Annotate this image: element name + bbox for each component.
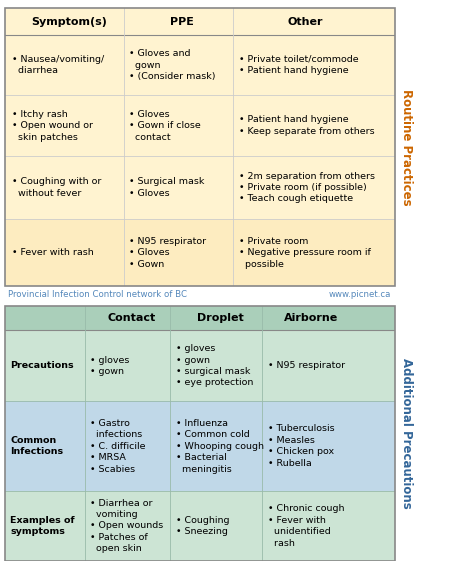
Text: Provincial Infection Control network of BC: Provincial Infection Control network of … (9, 290, 188, 299)
Text: • Nausea/vomiting/
  diarrhea: • Nausea/vomiting/ diarrhea (12, 55, 104, 75)
Bar (5, 402, 395, 491)
Bar (5, 491, 395, 561)
Text: • Private toilet/commode
• Patient hand hygiene: • Private toilet/commode • Patient hand … (239, 55, 358, 75)
Text: • Gloves
• Gown if close
  contact: • Gloves • Gown if close contact (129, 109, 201, 141)
Text: • gloves
• gown: • gloves • gown (90, 356, 130, 376)
Text: • Fever with rash: • Fever with rash (12, 248, 94, 257)
Text: Precautions: Precautions (10, 361, 74, 370)
Text: www.picnet.ca: www.picnet.ca (329, 290, 391, 299)
Text: • Gloves and
  gown
• (Consider mask): • Gloves and gown • (Consider mask) (129, 49, 216, 81)
Text: Airborne: Airborne (284, 313, 338, 323)
Text: • Private room
• Negative pressure room if
  possible: • Private room • Negative pressure room … (239, 237, 370, 269)
Bar (5, 330, 395, 402)
Text: • Coughing
• Sneezing: • Coughing • Sneezing (176, 516, 230, 536)
Bar (5, 219, 395, 286)
Text: • Patient hand hygiene
• Keep separate from others: • Patient hand hygiene • Keep separate f… (239, 116, 375, 136)
Text: • 2m separation from others
• Private room (if possible)
• Teach cough etiquette: • 2m separation from others • Private ro… (239, 172, 375, 204)
Text: • Tuberculosis
• Measles
• Chicken pox
• Rubella: • Tuberculosis • Measles • Chicken pox •… (268, 425, 335, 468)
Text: Examples of
symptoms: Examples of symptoms (10, 516, 75, 536)
Text: Contact: Contact (107, 313, 156, 323)
Text: • Chronic cough
• Fever with
  unidentified
  rash: • Chronic cough • Fever with unidentifie… (268, 504, 345, 548)
Text: Routine Practices: Routine Practices (400, 89, 413, 205)
Text: PPE: PPE (170, 17, 194, 26)
Text: • Diarrhea or
  vomiting
• Open wounds
• Patches of
  open skin: • Diarrhea or vomiting • Open wounds • P… (90, 499, 164, 553)
Text: • Itchy rash
• Open wound or
  skin patches: • Itchy rash • Open wound or skin patche… (12, 109, 94, 141)
Text: Droplet: Droplet (197, 313, 244, 323)
Text: Additional Precautions: Additional Precautions (400, 358, 413, 509)
Text: • Coughing with or
  without fever: • Coughing with or without fever (12, 177, 102, 198)
Text: • Influenza
• Common cold
• Whooping cough
• Bacterial
  meningitis: • Influenza • Common cold • Whooping cou… (176, 419, 264, 473)
Text: Other: Other (287, 17, 323, 26)
Text: • N95 respirator: • N95 respirator (268, 361, 345, 370)
Text: • N95 respirator
• Gloves
• Gown: • N95 respirator • Gloves • Gown (129, 237, 207, 269)
Text: • Gastro
  infections
• C. difficile
• MRSA
• Scabies: • Gastro infections • C. difficile • MRS… (90, 419, 146, 473)
Bar (5, 306, 395, 330)
Text: Common
Infections: Common Infections (10, 436, 64, 456)
Text: • Surgical mask
• Gloves: • Surgical mask • Gloves (129, 177, 205, 198)
Text: Symptom(s): Symptom(s) (31, 17, 107, 26)
Text: • gloves
• gown
• surgical mask
• eye protection: • gloves • gown • surgical mask • eye pr… (176, 344, 254, 388)
